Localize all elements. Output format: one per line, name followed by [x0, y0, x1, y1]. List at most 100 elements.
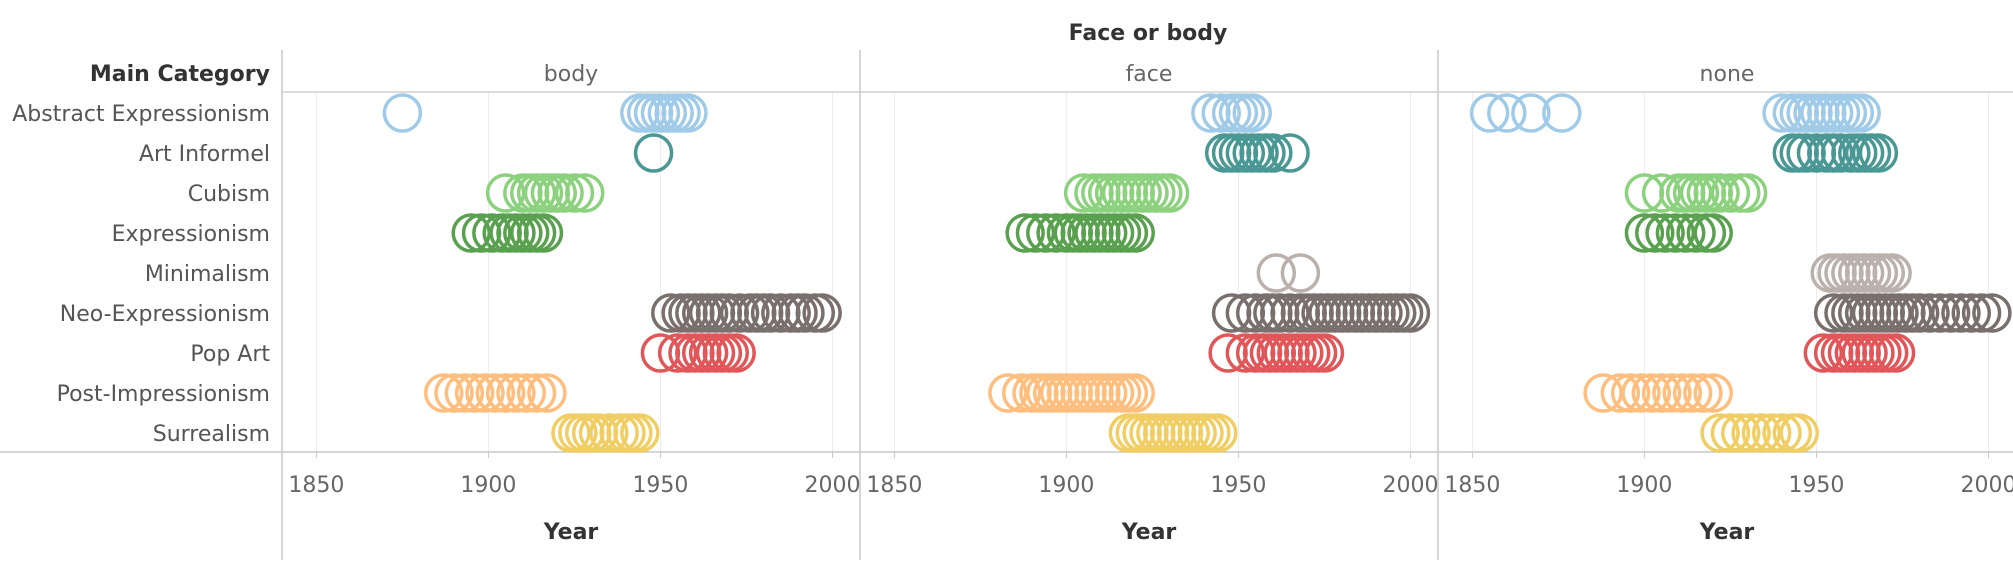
tick-label-body-1950: 1950: [632, 473, 688, 498]
point-none-abstract-expressionism: [1511, 93, 1551, 133]
point-body-cubism: [544, 173, 584, 213]
tick-label-none-1900: 1900: [1616, 473, 1672, 498]
point-none-art-informel: [1858, 133, 1899, 173]
point-body-neo-expressionism: [719, 293, 760, 333]
point-body-cubism: [485, 173, 526, 213]
category-label-art-informel: Art Informel: [139, 142, 270, 167]
point-none-neo-expressionism: [1813, 293, 1854, 333]
point-body-post-impressionism: [475, 373, 516, 413]
point-face-minimalism: [1256, 253, 1297, 293]
panel-header-face: face: [1126, 62, 1173, 87]
category-label-cubism: Cubism: [188, 182, 270, 207]
point-face-cubism: [1149, 173, 1190, 213]
point-none-abstract-expressionism: [1542, 93, 1582, 133]
point-face-minimalism: [1280, 253, 1321, 293]
x-axis-ticks: 1850 1900 1950 2000 1850 1900 1950 2000 1850 1900…: [288, 452, 2013, 498]
point-none-pop-art: [1875, 333, 1916, 373]
point-none-surrealism: [1762, 413, 1802, 453]
point-none-post-impressionism: [1672, 373, 1713, 413]
point-none-cubism: [1700, 173, 1740, 213]
category-label-surrealism: Surrealism: [153, 422, 270, 447]
tick-label-face-1900: 1900: [1038, 473, 1094, 498]
tick-label-none-1950: 1950: [1788, 473, 1844, 498]
point-body-expressionism: [472, 213, 512, 253]
category-label-pop-art: Pop Art: [190, 342, 270, 367]
point-none-post-impressionism: [1662, 373, 1703, 413]
point-face-surrealism: [1198, 413, 1238, 453]
point-face-expressionism: [1015, 213, 1056, 253]
point-none-pop-art: [1803, 333, 1844, 373]
point-face-expressionism: [1005, 213, 1045, 253]
point-none-post-impressionism: [1610, 373, 1651, 413]
category-label-neo-expressionism: Neo-Expressionism: [60, 302, 270, 327]
point-none-post-impressionism: [1652, 373, 1692, 413]
category-label-abstract-expressionism: Abstract Expressionism: [12, 102, 270, 127]
point-none-post-impressionism: [1693, 373, 1733, 413]
point-face-expressionism: [1036, 213, 1076, 253]
tick-label-body-1850: 1850: [288, 473, 344, 498]
point-none-cubism: [1727, 173, 1768, 213]
point-none-neo-expressionism: [1899, 293, 1940, 333]
point-body-surrealism: [620, 413, 660, 453]
point-body-cubism: [554, 173, 595, 213]
point-face-post-impressionism: [1115, 373, 1155, 413]
point-body-post-impressionism: [485, 373, 526, 413]
point-none-abstract-expressionism: [1762, 93, 1802, 133]
point-none-surrealism: [1721, 413, 1761, 453]
tick-label-body-2000: 2000: [804, 473, 860, 498]
point-body-abstract-expressionism: [668, 93, 708, 133]
point-none-neo-expressionism: [1920, 293, 1961, 333]
point-none-surrealism: [1779, 413, 1819, 453]
point-body-neo-expressionism: [651, 293, 691, 333]
point-none-expressionism: [1655, 213, 1696, 253]
point-body-cubism: [565, 173, 605, 213]
row-header-title: Main Category: [90, 62, 270, 87]
panel-header-none: none: [1700, 62, 1755, 87]
point-face-art-informel: [1253, 133, 1293, 173]
point-face-art-informel: [1270, 133, 1310, 173]
point-none-post-impressionism: [1631, 373, 1672, 413]
data-marks: [382, 93, 2012, 453]
point-none-expressionism: [1676, 213, 1716, 253]
x-axis-label-face: Year: [1121, 520, 1177, 545]
point-body-post-impressionism: [527, 373, 567, 413]
category-label-expressionism: Expressionism: [112, 222, 270, 247]
tick-label-face-1950: 1950: [1210, 473, 1266, 498]
point-none-abstract-expressionism: [1841, 93, 1881, 133]
point-body-abstract-expressionism: [382, 93, 423, 133]
point-none-expressionism: [1693, 213, 1733, 253]
point-body-pop-art: [716, 333, 756, 373]
point-none-expressionism: [1624, 213, 1665, 253]
point-none-abstract-expressionism: [1487, 93, 1527, 133]
point-body-surrealism: [589, 413, 629, 453]
point-none-post-impressionism: [1621, 373, 1661, 413]
point-body-post-impressionism: [444, 373, 485, 413]
point-face-abstract-expressionism: [1232, 93, 1272, 133]
point-body-post-impressionism: [434, 373, 474, 413]
point-body-expressionism: [523, 213, 564, 253]
x-axis-label-none: Year: [1699, 520, 1755, 545]
point-face-post-impressionism: [988, 373, 1028, 413]
point-face-expressionism: [1115, 213, 1155, 253]
point-face-pop-art: [1225, 333, 1266, 373]
point-body-expressionism: [451, 213, 491, 253]
point-face-cubism: [1063, 173, 1104, 213]
point-face-pop-art: [1304, 333, 1345, 373]
point-none-neo-expressionism: [1910, 293, 1950, 333]
point-none-post-impressionism: [1600, 373, 1641, 413]
point-none-neo-expressionism: [1961, 293, 2002, 333]
point-body-post-impressionism: [465, 373, 505, 413]
point-none-surrealism: [1741, 413, 1782, 453]
point-none-abstract-expressionism: [1469, 93, 1510, 133]
category-label-post-impressionism: Post-Impressionism: [57, 382, 270, 407]
point-none-minimalism: [1872, 253, 1912, 293]
point-body-post-impressionism: [423, 373, 464, 413]
point-face-abstract-expressionism: [1201, 93, 1241, 133]
point-body-post-impressionism: [454, 373, 495, 413]
point-none-expressionism: [1635, 213, 1675, 253]
category-label-minimalism: Minimalism: [145, 262, 270, 287]
tick-label-face-1850: 1850: [866, 473, 922, 498]
point-none-expressionism: [1645, 213, 1685, 253]
point-none-neo-expressionism: [1972, 293, 2012, 333]
